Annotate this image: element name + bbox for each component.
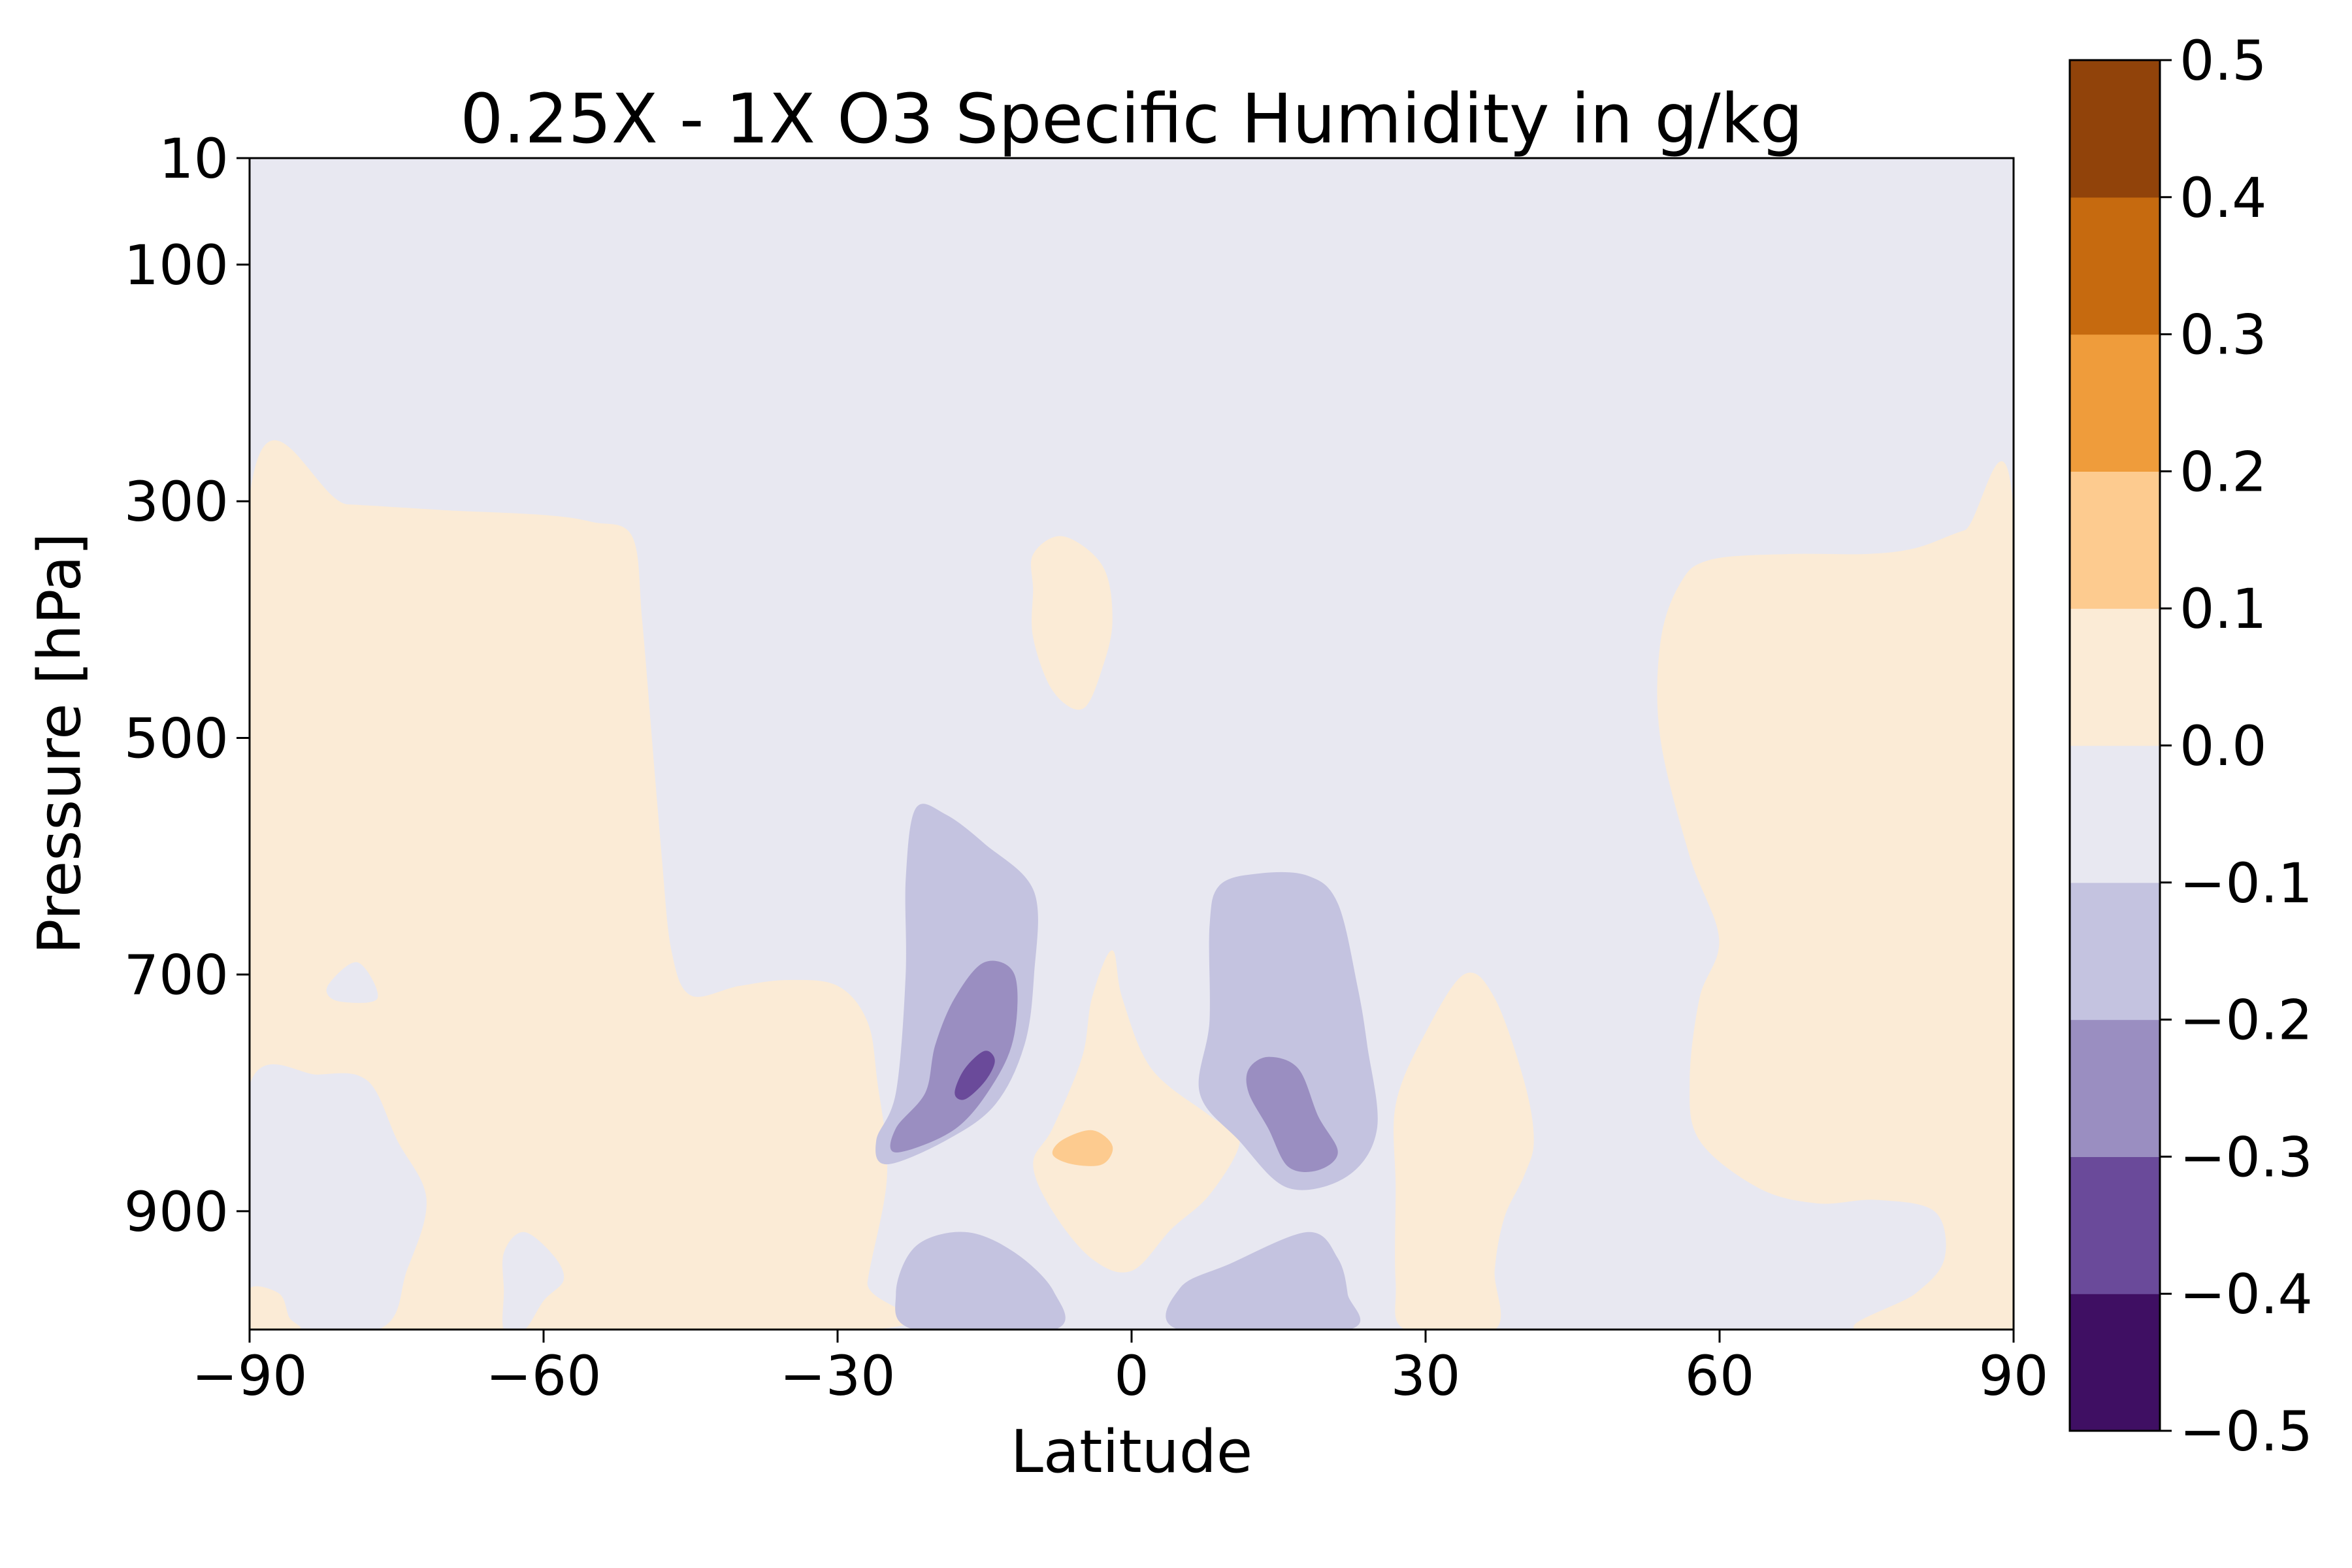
colorbar-tick-label: 0.1 [2180,577,2267,641]
colorbar-swatch [2070,471,2160,609]
plot-area [248,157,2015,1331]
colorbar-swatch [2070,197,2160,335]
region-central-positive-core [1052,1130,1113,1166]
region-south-tropical-negative-mid [890,960,1018,1153]
chart-title: 0.25X - 1X O3 Specific Humidity in g/kg [460,79,1803,159]
colorbar-tick-label: −0.5 [2180,1399,2313,1463]
y-tick-label: 500 [124,706,229,770]
y-tick-label: 300 [124,470,229,534]
colorbar-swatch [2070,60,2160,198]
colorbar-swatch [2070,745,2160,883]
x-tick-label: 60 [1685,1344,1755,1408]
x-tick-label: 90 [1979,1344,2049,1408]
region-south-bottom-negative [895,1232,1066,1330]
colorbar: −0.5 −0.4 −0.3 −0.2 −0.1 0.0 0.1 0.2 0.3 0.4 0.5 [2068,29,2313,1463]
region-south-polar-corner-positive [250,1286,301,1330]
x-tick-label: −30 [779,1344,895,1408]
x-tick-label: 30 [1391,1344,1461,1408]
colorbar-swatch [2070,334,2160,472]
colorbar-tick-label: −0.3 [2180,1125,2313,1189]
x-axis-label: Latitude [1011,1418,1252,1486]
y-tick-label: 10 [159,127,229,191]
y-axis-label: Pressure [hPa] [25,532,94,955]
region-south-polar-positive [250,440,913,1330]
region-north-tropical-negative [1198,872,1378,1190]
x-axis: −90 −60 −30 0 30 60 90 [191,1330,2048,1408]
contour-regions [250,440,2014,1330]
region-south-small-negative-b [502,1232,564,1330]
colorbar-tick-label: −0.1 [2180,851,2313,915]
y-tick-label: 900 [124,1180,229,1244]
colorbar-tick-label: −0.4 [2180,1262,2313,1326]
region-south-lower-negative [250,1064,427,1330]
x-tick-label: −90 [191,1344,307,1408]
region-north-bottom-negative [1166,1232,1361,1330]
colorbar-swatch [2070,1019,2160,1157]
colorbar-tick-label: 0.0 [2180,714,2267,778]
colorbar-swatch [2070,1294,2160,1431]
colorbar-tick-label: 0.4 [2180,166,2267,230]
colorbar-swatch [2070,882,2160,1021]
region-central-positive [1033,950,1240,1273]
colorbar-tick-label: 0.3 [2180,303,2267,367]
colorbar-swatch [2070,1156,2160,1294]
region-north-polar-positive [1657,461,2014,1330]
colorbar-swatch [2070,608,2160,746]
region-south-tropical-negative-core [955,1051,995,1100]
region-north-tropical-negative-mid [1246,1056,1338,1172]
x-tick-label: 0 [1114,1344,1149,1408]
colorbar-tick-label: 0.5 [2180,29,2267,93]
region-mid-upper-positive [1030,536,1113,710]
colorbar-tick-label: 0.2 [2180,440,2267,504]
y-tick-label: 100 [124,233,229,297]
y-tick-label: 700 [124,943,229,1007]
region-south-small-negative-a [326,962,378,1004]
colorbar-tick-label: −0.2 [2180,988,2313,1053]
y-axis: 10 100 300 500 700 900 [124,127,250,1244]
x-tick-label: −60 [485,1344,601,1408]
